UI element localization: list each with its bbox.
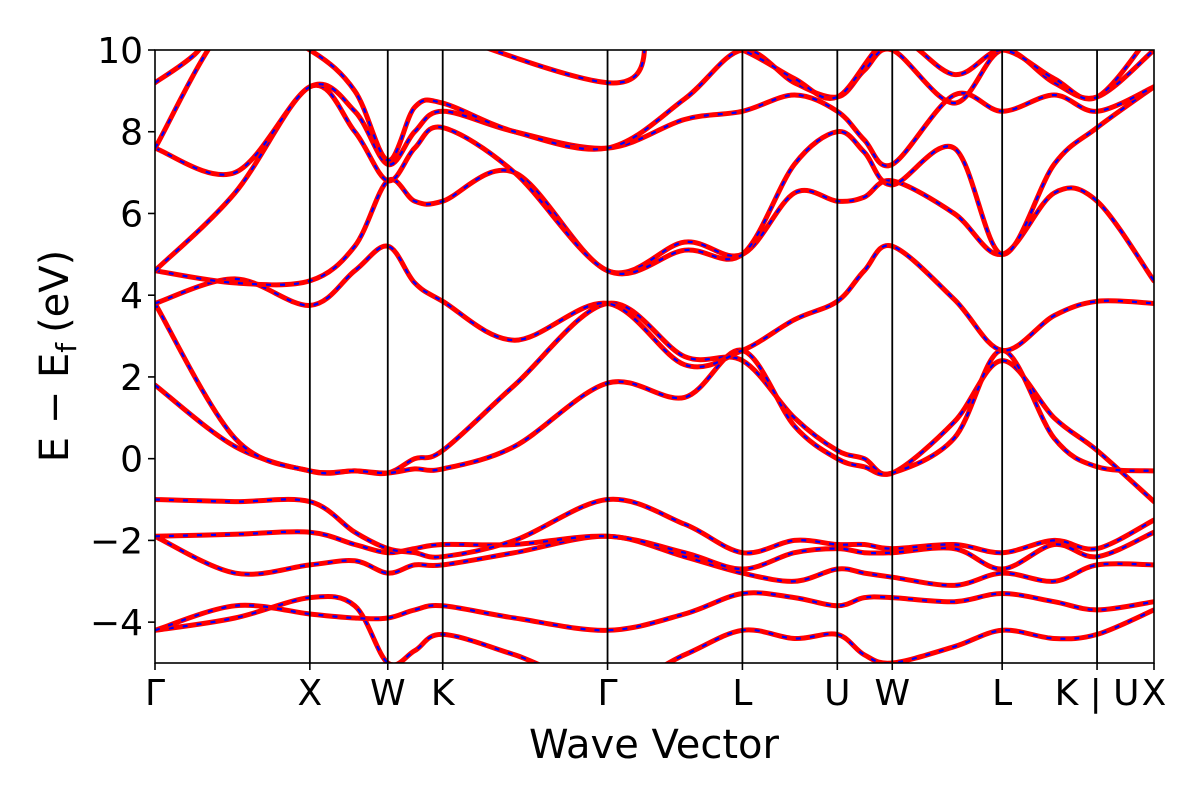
band-2-dashed bbox=[155, 535, 1154, 587]
band-11-dashed bbox=[155, 50, 1154, 162]
y-tick-label-3: 2 bbox=[120, 358, 143, 399]
y-tick-label-2: 0 bbox=[120, 440, 143, 481]
y-tick-label-0: −4 bbox=[90, 603, 143, 644]
x-tick-label-4: Γ bbox=[598, 673, 618, 714]
band-4-dashed bbox=[155, 498, 1154, 559]
high-symmetry-lines bbox=[308, 50, 1098, 663]
band-12-dashed bbox=[155, 50, 1141, 100]
band-11-solid bbox=[155, 50, 1154, 163]
band-7-dashed bbox=[155, 244, 1154, 369]
y-axis-label: E − Ef (eV) bbox=[32, 250, 83, 463]
band-lines bbox=[155, 50, 1154, 663]
x-tick-label-5: L bbox=[732, 673, 752, 714]
y-tick-label-4: 4 bbox=[120, 276, 143, 317]
x-axis-label: Wave Vector bbox=[529, 722, 780, 768]
band-0-solid bbox=[155, 593, 1154, 663]
y-tick-label-5: 6 bbox=[120, 194, 143, 235]
y-axis-label-subscript: f bbox=[50, 342, 83, 353]
x-tick-label-2: W bbox=[370, 673, 406, 714]
x-tick-label-7: W bbox=[874, 673, 910, 714]
band-3-solid bbox=[155, 529, 1154, 572]
band-10-solid bbox=[155, 81, 1154, 178]
y-tick-label-7: 10 bbox=[97, 31, 143, 72]
band-8-solid bbox=[155, 167, 1154, 288]
x-tick-label-3: K bbox=[431, 673, 456, 714]
band-8-dashed bbox=[155, 169, 1154, 286]
x-tick-label-6: U bbox=[824, 673, 850, 714]
band-1-solid bbox=[155, 590, 1154, 633]
x-tick-label-0: Γ bbox=[145, 673, 165, 714]
y-tick-label-1: −2 bbox=[90, 521, 143, 562]
band-10-dashed bbox=[155, 83, 1154, 176]
x-tick-label-9: K | U bbox=[1055, 673, 1140, 714]
x-tick-label-1: X bbox=[298, 673, 323, 714]
x-tick-label-10: X bbox=[1142, 673, 1167, 714]
y-axis-label-unit: (eV) bbox=[32, 250, 78, 333]
y-tick-label-6: 8 bbox=[120, 113, 143, 154]
x-tick-label-8: L bbox=[992, 673, 1012, 714]
y-axis-label-main: E − E bbox=[32, 353, 78, 463]
y-axis-ticks: −4 −2 0 2 4 6 8 10 bbox=[90, 31, 155, 644]
band-6-dashed bbox=[155, 302, 1154, 476]
band-9-dashed bbox=[155, 84, 1154, 275]
plot-frame bbox=[154, 49, 1155, 664]
